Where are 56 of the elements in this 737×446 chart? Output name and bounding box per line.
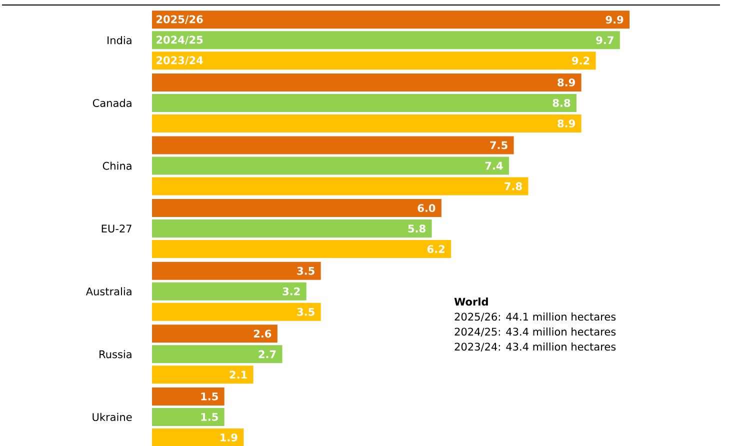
y-tick-label: Australia [86, 287, 132, 296]
bar [152, 198, 442, 217]
bar [152, 302, 321, 321]
data-label: 8.9 [558, 78, 575, 86]
data-label: 8.8 [552, 98, 570, 107]
data-label: 3.5 [297, 308, 314, 316]
y-tick-label: Russia [100, 350, 132, 358]
bar [152, 73, 582, 92]
bar [152, 114, 582, 132]
data-label: 7.8 [504, 182, 522, 190]
data-label: 3.2 [282, 287, 300, 296]
data-label: 6.2 [427, 244, 444, 253]
data-label: 2.7 [258, 350, 276, 358]
data-label: 1.5 [201, 412, 218, 421]
bar [152, 262, 321, 280]
bar [152, 428, 244, 446]
annotation: World [454, 297, 488, 306]
series-label: 2025/26 [156, 15, 203, 24]
y-tick-label: Ukraine [92, 412, 132, 421]
series-label: 2023/24 [156, 56, 203, 65]
data-label: 2.6 [254, 329, 272, 338]
bar [152, 324, 278, 342]
data-label: 2.1 [230, 370, 247, 378]
data-label: 5.8 [408, 224, 426, 232]
data-label: 7.5 [490, 141, 508, 149]
annotation: 2023/24: 43.4 million hectares [454, 342, 616, 352]
bar [152, 51, 596, 70]
data-label: 7.4 [485, 162, 503, 170]
bar [152, 156, 509, 175]
bar [152, 10, 630, 28]
annotation: 2024/25: 43.4 million hectares [454, 327, 616, 336]
bar [152, 136, 514, 154]
data-label: 1.9 [220, 433, 238, 442]
bar [152, 408, 224, 426]
data-label: 1.5 [201, 392, 218, 400]
bar [152, 219, 432, 238]
data-label: 9.2 [572, 56, 590, 64]
bar [152, 365, 254, 384]
y-tick-label: EU-27 [102, 224, 132, 232]
data-label: 3.5 [297, 266, 314, 275]
series-label: 2024/25 [156, 36, 203, 44]
data-label: 9.7 [596, 36, 614, 44]
bar [152, 282, 306, 300]
annotation: 2025/26: 44.1 million hectares [454, 312, 616, 322]
bar [152, 344, 282, 363]
bar [152, 30, 620, 49]
data-label: 9.9 [606, 15, 624, 24]
bar [152, 240, 452, 258]
data-label: 8.9 [558, 119, 575, 128]
bar [152, 177, 528, 196]
bar [152, 387, 224, 406]
data-label: 6.0 [418, 204, 436, 212]
y-tick-label: India [108, 36, 132, 44]
bar [152, 94, 576, 112]
y-tick-label: Canada [92, 98, 132, 107]
y-tick-label: China [102, 161, 132, 170]
